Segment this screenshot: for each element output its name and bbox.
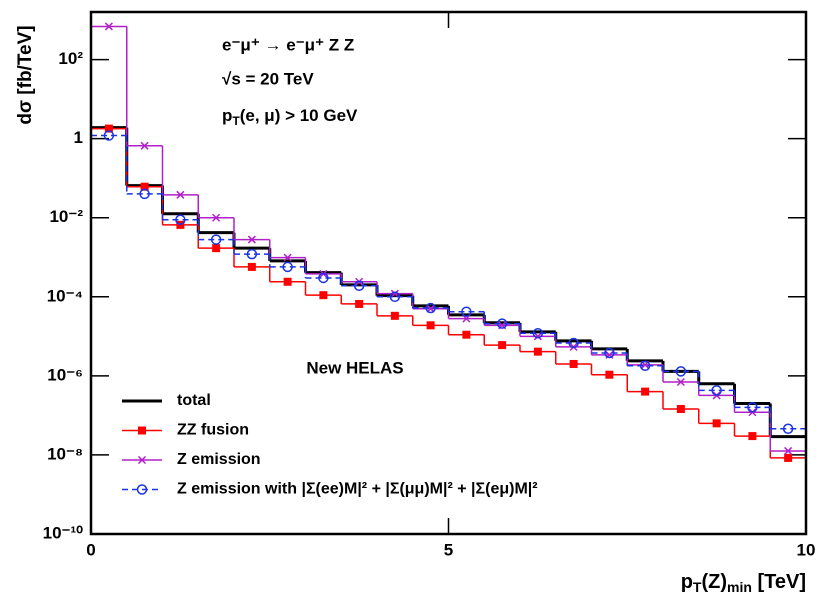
legend-label: Z emission with |Σ(ee)M|² + |Σ(μμ)M|² + … <box>177 481 538 498</box>
y-axis-label: dσ [fb/TeV] <box>15 25 36 124</box>
annotation: √s = 20 TeV <box>222 69 314 88</box>
x-label-part: p <box>681 571 693 593</box>
marker <box>533 332 542 341</box>
legend-label: ZZ fusion <box>177 422 249 439</box>
marker <box>425 302 436 314</box>
marker <box>676 377 685 387</box>
plot-frame <box>89 10 808 536</box>
x-axis-label: pT(Z)min [TeV] <box>681 571 806 594</box>
annotation-part: (e, μ) > 10 GeV <box>240 106 358 125</box>
y-tick-label: 10⁻¹⁰ <box>43 523 84 542</box>
marker <box>782 423 794 434</box>
y-tick-label: 10⁻⁶ <box>47 365 83 384</box>
y-tick-label: 10⁻⁸ <box>47 444 83 463</box>
x-label-part: [TeV] <box>752 571 806 593</box>
marker <box>675 366 687 377</box>
marker <box>390 289 399 298</box>
marker <box>318 272 329 284</box>
marker <box>426 304 435 313</box>
annotation: e⁻μ⁺ → e⁻μ⁺ Z Z <box>222 35 354 54</box>
marker <box>283 277 292 286</box>
marker <box>604 347 615 359</box>
legend-label: Z emission <box>177 451 261 468</box>
marker <box>210 234 222 245</box>
marker <box>639 360 651 372</box>
marker <box>641 387 650 396</box>
x-tick-label: 5 <box>444 540 453 559</box>
marker <box>247 262 256 271</box>
marker <box>212 244 221 253</box>
marker <box>532 327 544 339</box>
marker <box>496 318 508 329</box>
marker <box>104 22 113 31</box>
marker <box>139 188 150 200</box>
marker <box>140 182 149 191</box>
marker <box>569 359 578 368</box>
y-tick-label: 10⁻⁴ <box>47 286 83 305</box>
marker <box>784 453 793 462</box>
marker <box>711 385 722 396</box>
marker <box>353 280 365 292</box>
x-tick-label: 0 <box>86 540 95 559</box>
y-tick-label: 1 <box>74 128 83 147</box>
marker <box>175 214 186 225</box>
legend-label: total <box>177 392 211 409</box>
marker <box>712 419 721 428</box>
marker <box>104 124 113 133</box>
marker <box>103 130 115 141</box>
marker <box>461 306 472 317</box>
x-label-sub: min <box>727 579 752 595</box>
y-tick-label: 10² <box>58 49 83 68</box>
marker <box>247 235 256 244</box>
marker <box>390 311 399 320</box>
marker <box>246 248 258 260</box>
marker <box>282 261 293 273</box>
y-tick-label: 10⁻² <box>49 207 83 226</box>
marker <box>140 141 149 150</box>
marker <box>784 446 793 455</box>
marker <box>355 299 364 308</box>
x-label-part: (Z) <box>701 571 727 593</box>
x-tick-label: 10 <box>797 540 816 559</box>
legend-marker <box>138 426 146 435</box>
marker <box>426 321 435 330</box>
marker <box>568 337 579 349</box>
marker <box>389 291 401 303</box>
legend-marker <box>137 455 147 465</box>
annotation-part: p <box>222 106 232 125</box>
marker <box>283 253 292 262</box>
marker <box>748 432 757 441</box>
marker <box>605 370 614 379</box>
marker <box>747 402 758 413</box>
annotation: pT(e, μ) > 10 GeV <box>222 106 358 128</box>
marker <box>212 213 221 222</box>
marker <box>498 341 507 350</box>
marker <box>676 405 685 414</box>
marker <box>319 291 328 300</box>
x-label-sub: T <box>693 579 702 595</box>
marker <box>176 190 185 199</box>
marker <box>462 330 471 339</box>
annotation-sub: T <box>232 114 240 128</box>
legend-title: New HELAS <box>306 358 403 377</box>
legend-marker <box>136 484 148 495</box>
marker <box>533 347 542 356</box>
